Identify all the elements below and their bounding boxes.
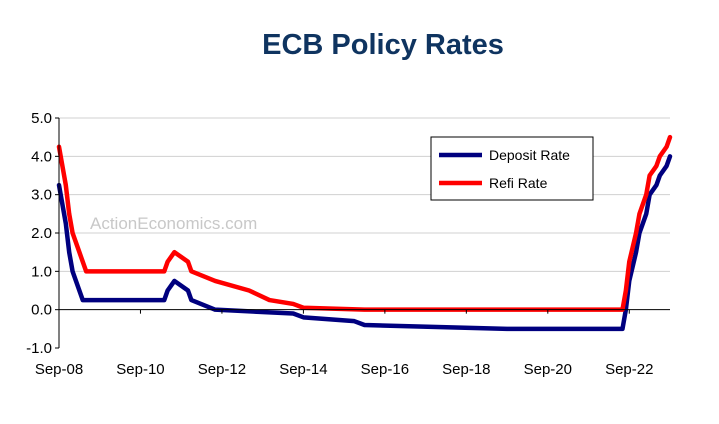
chart-title: ECB Policy Rates xyxy=(262,29,504,61)
y-tick-label: 2.0 xyxy=(31,225,52,242)
x-tick-label: Sep-22 xyxy=(605,361,653,378)
x-tick-label: Sep-08 xyxy=(35,361,83,378)
legend-box xyxy=(430,136,594,201)
y-tick-label: 5.0 xyxy=(31,110,52,127)
y-tick-labels: 5.0 4.0 3.0 2.0 1.0 0.0 -1.0 xyxy=(26,110,52,357)
x-tick-labels: Sep-08 Sep-10 Sep-12 Sep-14 Sep-16 Sep-18 Sep-… xyxy=(35,361,654,378)
x-tick-label: Sep-18 xyxy=(442,361,490,378)
x-tick-label: Sep-10 xyxy=(116,361,164,378)
x-tick-label: Sep-16 xyxy=(361,361,409,378)
watermark-text: ActionEconomics.com xyxy=(90,214,257,233)
legend-label-refi-rate: Refi Rate xyxy=(489,175,548,191)
series-lines xyxy=(56,134,673,332)
series-line-deposit-rate xyxy=(56,154,673,332)
y-tick-label: 3.0 xyxy=(31,187,52,204)
y-tick-label: 0.0 xyxy=(31,302,52,319)
legend-label-deposit-rate: Deposit Rate xyxy=(489,147,570,163)
series-line-refi-rate xyxy=(56,134,673,312)
axes xyxy=(55,117,670,349)
x-tick-label: Sep-14 xyxy=(279,361,327,378)
legend: Deposit Rate Refi Rate xyxy=(430,136,594,201)
x-tick-label: Sep-12 xyxy=(198,361,246,378)
y-tick-label: 4.0 xyxy=(31,148,52,165)
y-tick-label: -1.0 xyxy=(26,340,52,357)
x-tick-label: Sep-20 xyxy=(524,361,572,378)
y-tick-label: 1.0 xyxy=(31,263,52,280)
